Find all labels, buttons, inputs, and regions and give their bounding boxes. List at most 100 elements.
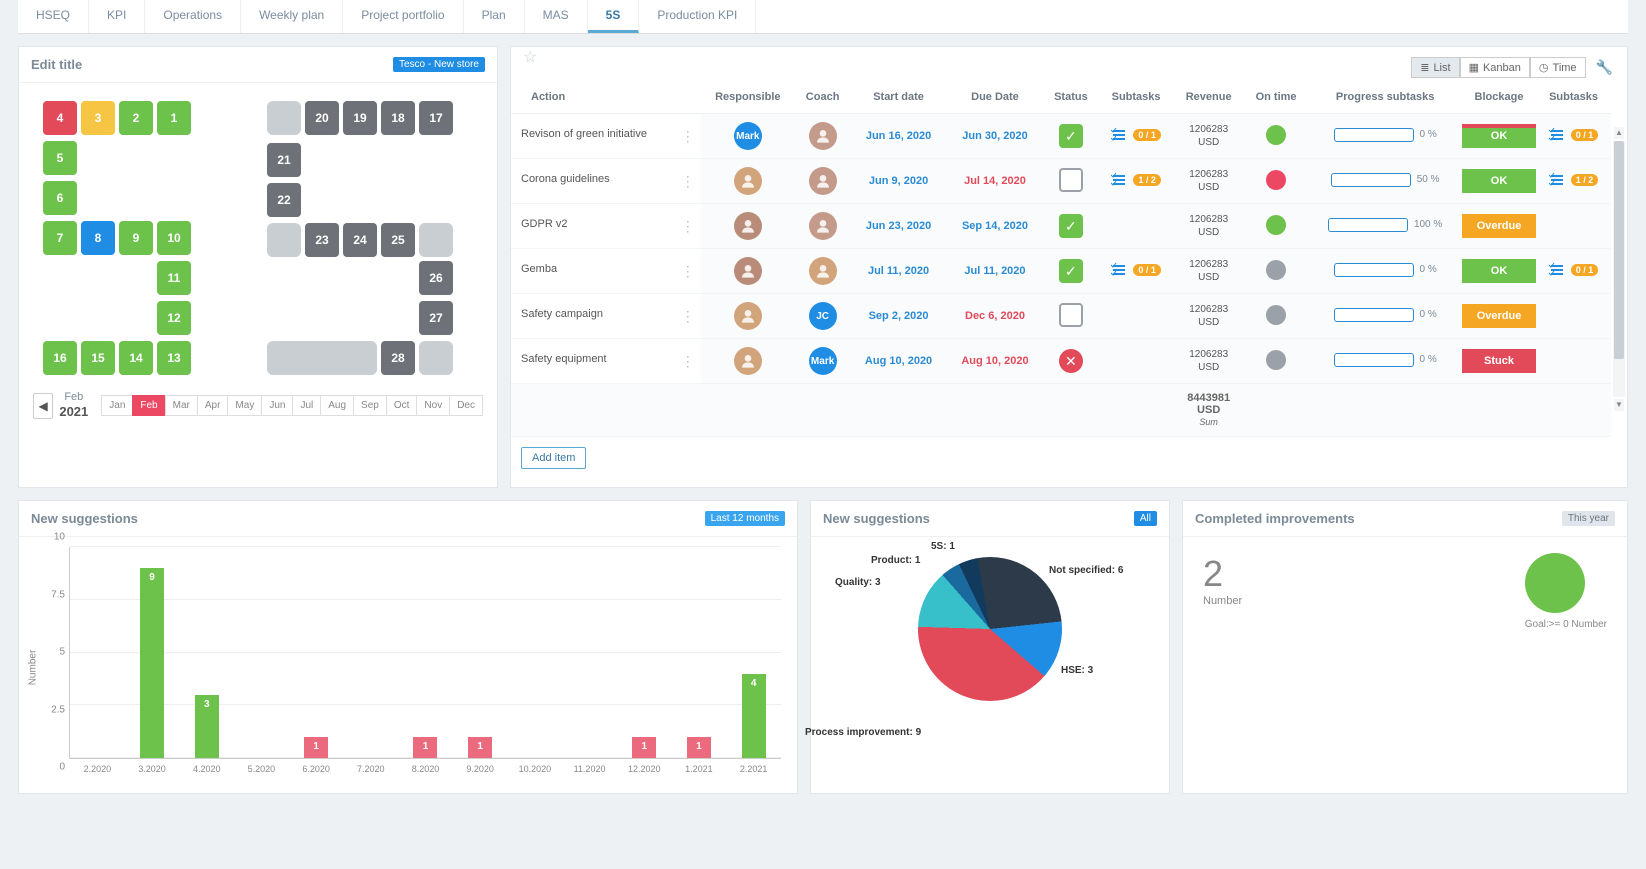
row-menu-icon[interactable]: ⋮ xyxy=(681,128,695,145)
subtask-indicator[interactable]: 1 / 2 xyxy=(1111,172,1161,188)
prev-month-button[interactable]: ◀ xyxy=(33,393,53,419)
month-jun[interactable]: Jun xyxy=(261,395,293,416)
tile-24[interactable]: 24 xyxy=(343,223,377,257)
start-date-cell[interactable]: Sep 2, 2020 xyxy=(850,294,946,339)
subtasks2-cell[interactable]: 1 / 2 xyxy=(1536,159,1611,204)
tile-22[interactable]: 22 xyxy=(267,183,301,217)
bar-8.2020[interactable]: 18.2020 xyxy=(398,547,453,758)
tile-2[interactable]: 2 xyxy=(119,101,153,135)
tile-20[interactable]: 20 xyxy=(305,101,339,135)
action-cell[interactable]: GDPR v2 ⋮ xyxy=(511,204,701,249)
action-cell[interactable]: Revison of green initiative ⋮ xyxy=(511,114,701,159)
subtasks2-cell[interactable] xyxy=(1536,339,1611,384)
responsible-cell[interactable] xyxy=(701,294,795,339)
due-date-cell[interactable]: Jul 14, 2020 xyxy=(947,159,1043,204)
completed-badge[interactable]: This year xyxy=(1562,511,1615,526)
blockage-cell[interactable]: OK xyxy=(1462,114,1536,159)
tile-1[interactable]: 1 xyxy=(157,101,191,135)
col-due-date[interactable]: Due Date xyxy=(947,81,1043,114)
tab-plan[interactable]: Plan xyxy=(464,0,525,33)
action-cell[interactable]: Safety campaign ⋮ xyxy=(511,294,701,339)
status-cell[interactable]: ✕ xyxy=(1043,339,1098,384)
tile-9[interactable]: 9 xyxy=(119,221,153,255)
view-time-button[interactable]: ◷Time xyxy=(1530,57,1586,78)
table-scrollbar[interactable]: ▲ ▼ xyxy=(1613,141,1625,397)
tile-4[interactable]: 4 xyxy=(43,101,77,135)
bar-1.2021[interactable]: 11.2021 xyxy=(672,547,727,758)
bar-4.2020[interactable]: 34.2020 xyxy=(179,547,234,758)
tile-16[interactable]: 16 xyxy=(43,341,77,375)
add-item-button[interactable]: Add item xyxy=(521,447,586,469)
tile-19[interactable]: 19 xyxy=(343,101,377,135)
tab-production-kpi[interactable]: Production KPI xyxy=(639,0,756,33)
bar-12.2020[interactable]: 112.2020 xyxy=(617,547,672,758)
tab-operations[interactable]: Operations xyxy=(145,0,241,33)
start-date-cell[interactable]: Aug 10, 2020 xyxy=(850,339,946,384)
tile-3[interactable]: 3 xyxy=(81,101,115,135)
start-date-cell[interactable]: Jun 9, 2020 xyxy=(850,159,946,204)
status-cell[interactable]: ✓ xyxy=(1043,204,1098,249)
due-date-cell[interactable]: Dec 6, 2020 xyxy=(947,294,1043,339)
subtasks-cell[interactable]: 0 / 1 xyxy=(1099,249,1174,294)
subtasks2-cell[interactable] xyxy=(1536,294,1611,339)
blockage-cell[interactable]: Overdue xyxy=(1462,294,1536,339)
tile-27[interactable]: 27 xyxy=(419,301,453,335)
tile-14[interactable]: 14 xyxy=(119,341,153,375)
tile-13[interactable]: 13 xyxy=(157,341,191,375)
tile-26[interactable]: 26 xyxy=(419,261,453,295)
tile-15[interactable]: 15 xyxy=(81,341,115,375)
coach-cell[interactable] xyxy=(795,114,850,159)
tile-10[interactable]: 10 xyxy=(157,221,191,255)
tile-8[interactable]: 8 xyxy=(81,221,115,255)
subtask-indicator[interactable]: 0 / 1 xyxy=(1549,262,1599,278)
subtask-indicator[interactable]: 0 / 1 xyxy=(1549,127,1599,143)
col-progress-subtasks[interactable]: Progress subtasks xyxy=(1308,81,1462,114)
tile-6[interactable]: 6 xyxy=(43,181,77,215)
coach-cell[interactable] xyxy=(795,204,850,249)
view-kanban-button[interactable]: ▦Kanban xyxy=(1460,57,1530,78)
month-apr[interactable]: Apr xyxy=(197,395,229,416)
responsible-cell[interactable]: Mark xyxy=(701,114,795,159)
month-jul[interactable]: Jul xyxy=(292,395,321,416)
col-blockage[interactable]: Blockage xyxy=(1462,81,1536,114)
pie-chart-badge[interactable]: All xyxy=(1134,511,1157,526)
blockage-cell[interactable]: OK xyxy=(1462,249,1536,294)
tile-12[interactable]: 12 xyxy=(157,301,191,335)
status-cell[interactable] xyxy=(1043,159,1098,204)
subtask-indicator[interactable]: 1 / 2 xyxy=(1549,172,1599,188)
tab-mas[interactable]: MAS xyxy=(525,0,588,33)
start-date-cell[interactable]: Jun 23, 2020 xyxy=(850,204,946,249)
month-nov[interactable]: Nov xyxy=(416,395,450,416)
status-cell[interactable]: ✓ xyxy=(1043,249,1098,294)
tile-17[interactable]: 17 xyxy=(419,101,453,135)
bar-3.2020[interactable]: 93.2020 xyxy=(125,547,180,758)
tile-28[interactable]: 28 xyxy=(381,341,415,375)
start-date-cell[interactable]: Jun 16, 2020 xyxy=(850,114,946,159)
due-date-cell[interactable]: Aug 10, 2020 xyxy=(947,339,1043,384)
responsible-cell[interactable] xyxy=(701,159,795,204)
coach-cell[interactable]: Mark xyxy=(795,339,850,384)
tab-hseq[interactable]: HSEQ xyxy=(18,0,89,33)
row-menu-icon[interactable]: ⋮ xyxy=(681,308,695,325)
tab-weekly-plan[interactable]: Weekly plan xyxy=(241,0,343,33)
action-cell[interactable]: Corona guidelines ⋮ xyxy=(511,159,701,204)
tab-kpi[interactable]: KPI xyxy=(89,0,145,33)
row-menu-icon[interactable]: ⋮ xyxy=(681,218,695,235)
month-sep[interactable]: Sep xyxy=(353,395,387,416)
responsible-cell[interactable] xyxy=(701,249,795,294)
coach-cell[interactable] xyxy=(795,249,850,294)
tile-5[interactable]: 5 xyxy=(43,141,77,175)
subtasks2-cell[interactable] xyxy=(1536,204,1611,249)
responsible-cell[interactable] xyxy=(701,339,795,384)
subtasks-cell[interactable]: 1 / 2 xyxy=(1099,159,1174,204)
tile-18[interactable]: 18 xyxy=(381,101,415,135)
due-date-cell[interactable]: Jun 30, 2020 xyxy=(947,114,1043,159)
row-menu-icon[interactable]: ⋮ xyxy=(681,353,695,370)
blockage-cell[interactable]: OK xyxy=(1462,159,1536,204)
status-cell[interactable] xyxy=(1043,294,1098,339)
settings-wrench-icon[interactable]: 🔧 xyxy=(1590,55,1619,80)
col-status[interactable]: Status xyxy=(1043,81,1098,114)
action-cell[interactable]: Safety equipment ⋮ xyxy=(511,339,701,384)
tile-11[interactable]: 11 xyxy=(157,261,191,295)
due-date-cell[interactable]: Jul 11, 2020 xyxy=(947,249,1043,294)
